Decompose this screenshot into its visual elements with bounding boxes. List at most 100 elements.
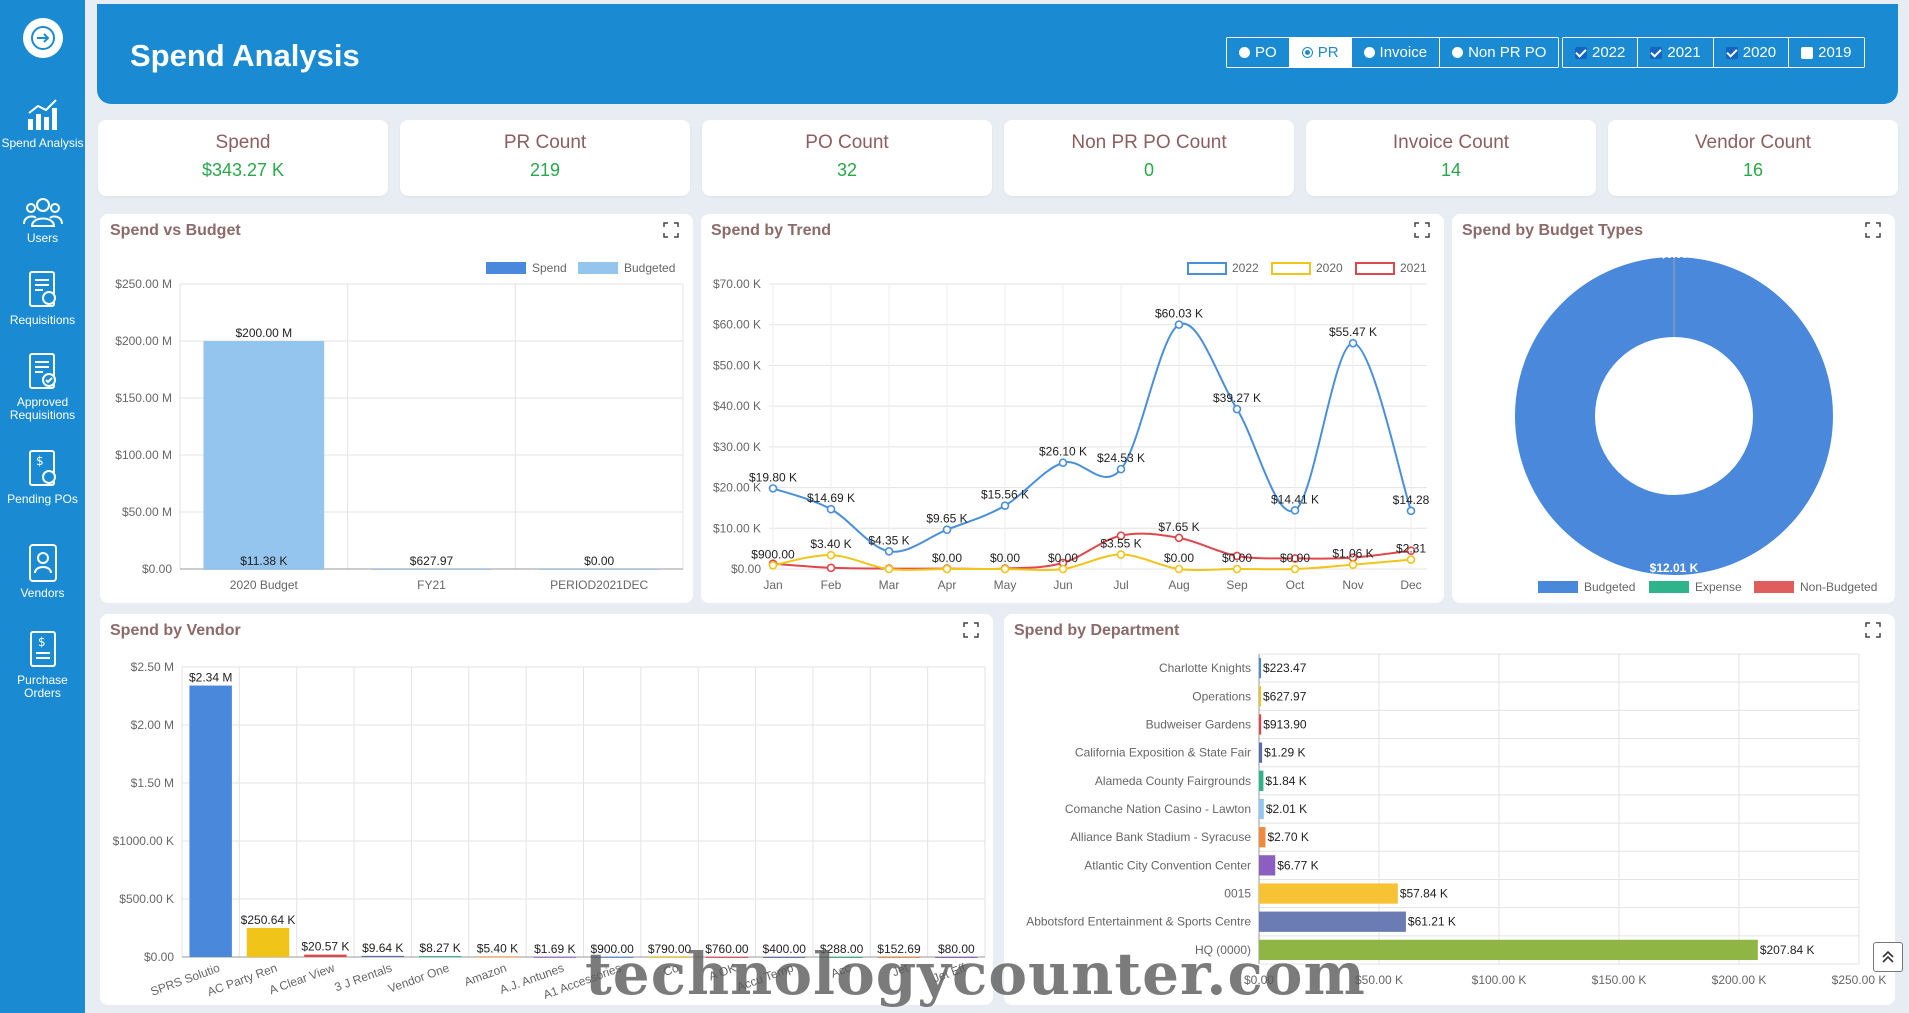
y-tick-label: $60.00 K [713,318,761,332]
type-option-invoice[interactable]: Invoice [1351,38,1441,67]
data-point [1000,501,1010,510]
data-point [1348,338,1358,348]
y-tick-label: $2.00 M [131,718,174,732]
data-point [1406,546,1416,555]
legend-swatch [1754,581,1794,593]
expand-icon[interactable] [663,222,679,238]
department-bar [1259,686,1261,707]
kpi-card-vendor-count: Vendor Count 16 [1608,120,1898,196]
sidebar-item-label: Approved Requisitions [9,395,76,422]
data-point [826,550,836,560]
legend-label: Budgeted [1584,580,1635,594]
series-line-2022 [772,322,1412,553]
x-tick-label: Jet [890,960,910,979]
year-option-2022[interactable]: 2022 [1563,38,1639,67]
y-tick-label: California Exposition & State Fair [1075,746,1251,760]
bar-value-label: $5.40 K [477,941,518,955]
x-tick-label: FY21 [417,578,446,592]
data-point [1290,506,1300,515]
bar-value-label: $627.97 [1263,689,1307,703]
year-option-2019[interactable]: 2019 [1789,38,1864,67]
spend-bar [538,569,660,570]
sidebar-item-label: Requisitions [9,313,76,327]
sidebar-item-pending-pos[interactable]: $ Pending POs [0,449,85,506]
legend-label: Expense [1695,580,1742,594]
legend-swatch [1538,581,1578,593]
requisitions-icon [28,271,56,307]
sidebar-item-requisitions[interactable]: Requisitions [0,270,85,327]
y-tick-label: Comanche Nation Casino - Lawton [1065,802,1251,816]
data-label: $26.10 K [1039,445,1087,459]
expand-icon[interactable] [963,622,979,638]
bar-value-label: $2.01 K [1266,802,1307,816]
x-tick-label: $100.00 K [1472,973,1527,987]
vendor-bar [418,956,462,958]
bar-value-label: $2.70 K [1267,830,1308,844]
expand-icon[interactable] [1414,222,1430,238]
spend-by-trend-chart: $0.00 $10.00 K $20.00 K $30.00 K $40.00 K $50… [713,261,1430,592]
spend-by-department-panel: $0.00 $50.00 K $100.00 K $150.00 K $200.00 K… [1004,614,1895,1005]
vendor-bar [361,955,404,957]
y-tick-label: $40.00 K [713,399,761,413]
x-tick-label: 2020 Budget [230,578,299,592]
kpi-title: Spend [215,132,271,153]
x-tick-label: $150.00 K [1592,973,1647,987]
budgeted-bar [203,341,325,569]
bar-value-label: $57.84 K [1400,887,1448,901]
panel-title: Spend by Trend [711,222,832,239]
spend-vs-budget-chart: $0.00 $50.00 M $100.00 M $150.00 M $200.00 M… [115,261,684,592]
y-tick-label: $0.00 [142,562,172,576]
vendor-bar [763,956,806,958]
y-tick-label: 0015 [1224,887,1251,901]
y-tick-label: $1.50 M [131,776,174,790]
sidebar-toggle-button[interactable] [23,18,63,58]
sidebar-item-approved-requisitions[interactable]: Approved Requisitions [0,352,85,422]
sidebar-item-purchase-orders[interactable]: $ Purchase Orders [0,630,85,700]
y-tick-label: HQ (0000) [1195,943,1251,957]
data-point [1174,533,1184,543]
data-label: $60.03 K [1155,307,1203,321]
sidebar-item-label: Users [26,231,59,245]
bar-chart-icon [27,99,57,130]
spend-by-trend-panel: $0.00 $10.00 K $20.00 K $30.00 K $40.00 K $50… [701,214,1444,603]
data-point [1290,554,1300,563]
data-label: $24.53 K [1097,451,1145,465]
bar-value-label: $913.90 [1263,717,1307,731]
sidebar-item-spend-analysis[interactable]: Spend Analysis [0,97,85,150]
radio-icon [1363,47,1375,58]
year-option-2020[interactable]: 2020 [1713,38,1790,67]
year-option-2021[interactable]: 2021 [1638,38,1714,67]
x-tick-label: May [994,578,1017,592]
sidebar-item-vendors[interactable]: Vendors [0,543,85,600]
vendor-bar [705,956,749,958]
kpi-title: Non PR PO Count [1071,132,1227,153]
bar-value-label: $207.84 K [1760,943,1815,957]
department-bar [1259,883,1398,904]
data-label: $2.31 [1396,542,1426,556]
type-option-non-pr-po[interactable]: Non PR PO [1440,38,1559,67]
kpi-value: 16 [1742,160,1764,180]
bar-value-label: $80.00 [938,942,975,956]
spend-bar [371,568,492,570]
kpi-title: PO Count [805,132,889,153]
panel-title: Spend by Budget Types [1462,222,1644,239]
department-bar [1259,827,1266,848]
y-tick-label: Alameda County Fairgrounds [1095,774,1251,788]
y-tick-label: $0.00 [731,562,761,576]
sidebar-item-users[interactable]: Users [0,196,85,245]
bar-value-label: $6.77 K [1277,858,1318,872]
x-tick-label: Oct [1286,578,1305,592]
scroll-to-top-button[interactable] [1873,942,1903,972]
data-point [1232,564,1242,574]
expand-icon[interactable] [1865,222,1881,238]
kpi-card-po-count: PO Count 32 [702,120,992,196]
kpi-value: 219 [529,160,561,180]
approved-requisitions-icon [28,353,56,389]
type-filter: PO PR Invoice Non PR PO [1226,37,1560,68]
x-tick-label: Mar [879,578,900,592]
type-option-po[interactable]: PO [1227,38,1290,67]
data-point [826,563,836,573]
expand-icon[interactable] [1865,622,1881,638]
type-option-pr[interactable]: PR [1289,38,1352,67]
x-tick-label: Apr [938,578,957,592]
